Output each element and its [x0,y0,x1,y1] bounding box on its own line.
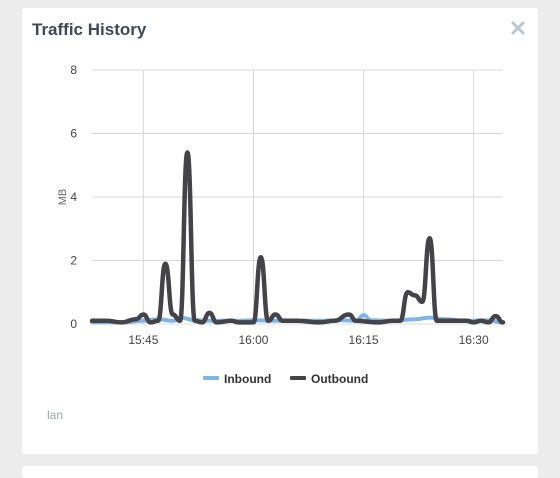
close-icon[interactable] [510,20,526,36]
legend-swatch [203,376,219,380]
x-tick-label: 16:00 [238,333,268,347]
chart-grid [92,69,503,325]
legend-label: Outbound [311,372,368,386]
legend-swatch [290,376,306,380]
outbound-series-line [89,150,506,325]
traffic-history-panel: Traffic History 0 2 4 6 8 15:45 16:00 16:15 16:… [22,8,538,454]
y-tick-label: 4 [70,190,77,204]
y-tick-label: 2 [70,254,77,268]
next-panel-edge [22,466,538,478]
y-axis-label: MB [57,189,69,206]
x-tick-label: 16:30 [459,333,489,347]
x-tick-label: 16:15 [349,333,379,347]
legend-item-inbound[interactable]: Inbound [203,372,271,386]
y-axis-ticks: 0 2 4 6 8 [70,63,77,331]
legend-item-outbound[interactable]: Outbound [290,372,368,386]
y-tick-label: 6 [70,127,77,141]
legend-label: Inbound [224,372,271,386]
x-axis-ticks: 15:45 16:00 16:15 16:30 [128,333,489,347]
traffic-history-chart: 0 2 4 6 8 15:45 16:00 16:15 16:30 MB Inbound Out… [57,63,506,386]
x-tick-label: 15:45 [128,333,158,347]
interface-label: lan [47,408,64,422]
y-tick-label: 0 [70,317,77,331]
y-tick-label: 8 [70,63,77,77]
chart-legend: Inbound Outbound [203,372,368,386]
panel-title: Traffic History [32,20,147,39]
chart-series [89,150,506,325]
